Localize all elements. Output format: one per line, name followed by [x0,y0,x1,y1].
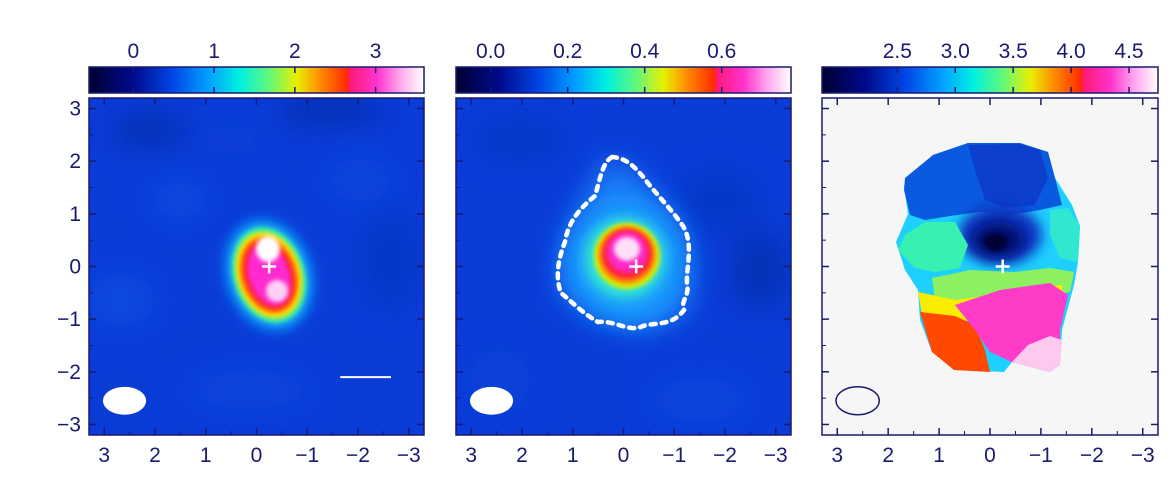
colorbar-ticks-integrated-intensity: 0.0 0.2 0.4 0.6 [476,40,736,93]
axes-integrated-intensity: 3 2 1 0 −1 −2 −3 [456,98,791,467]
dashed-contour [555,154,692,331]
axes-velocity: 3 2 1 0 −1 −2 −3 [822,98,1158,467]
x-tick-label: 1 [200,444,212,467]
y-tick-label: 3 [69,98,81,121]
y-tick-label: 2 [69,150,81,173]
colorbar-tick-label: 3.5 [999,40,1028,63]
x-tick-label: 3 [465,444,477,467]
y-tick-label: 0 [69,256,81,279]
x-tick-label: −3 [764,444,788,467]
x-tick-label: 1 [933,444,945,467]
colorbar-ticks-velocity: 2.5 3.0 3.5 4.0 4.5 [883,40,1144,93]
x-tick-label: −2 [346,444,370,467]
y-tick-label: −2 [57,361,81,384]
y-tick-label: −1 [57,308,81,331]
panel-continuum: 0 1 2 3 [57,40,425,467]
axes-continuum: 3 2 1 0 −1 −2 −3 3 2 1 0 −1 −2 −3 [57,98,424,467]
x-tick-label: −1 [662,444,686,467]
y-tick-label: 1 [69,203,81,226]
x-tick-label: −1 [1029,444,1053,467]
colorbar-tick-label: 3.0 [941,40,970,63]
colorbar-tick-label: 0.0 [476,40,505,63]
x-tick-label: −3 [1131,444,1155,467]
x-tick-label: 1 [567,444,579,467]
map-continuum [89,98,424,435]
x-tick-label: −3 [397,444,421,467]
colorbar-tick-label: 3 [370,40,382,63]
x-tick-label: −1 [295,444,319,467]
x-tick-label: 2 [516,444,528,467]
x-tick-label: 2 [149,444,161,467]
x-tick-label: 0 [618,444,630,467]
colorbar-tick-label: 4.5 [1114,40,1143,63]
colorbar-integrated-intensity [455,66,792,94]
colorbar-continuum [88,66,425,94]
map-velocity [822,98,1158,435]
colorbar-tick-label: 0 [128,40,140,63]
colorbar-tick-label: 4.0 [1057,40,1086,63]
colorbar-velocity [821,66,1159,94]
map-integrated-intensity [456,98,791,435]
beam-ellipse-integrated-intensity [469,386,514,415]
x-tick-label: 0 [251,444,263,467]
x-tick-label: 3 [98,444,110,467]
x-tick-label: −2 [1080,444,1104,467]
panel-integrated-intensity: 0.0 0.2 0.4 0.6 3 2 1 0 −1 −2 −3 [455,40,792,467]
star-marker-integrated-intensity [629,259,644,274]
colorbar-tick-label: 0.4 [630,40,660,63]
panel-velocity: 2.5 3.0 3.5 4.0 4.5 3 2 1 0 −1 −2 −3 [821,40,1159,467]
y-tick-label: −3 [57,413,81,436]
colorbar-ticks-continuum: 0 1 2 3 [128,40,382,93]
beam-ellipse-continuum [102,386,147,415]
beam-ellipse-velocity [835,386,881,416]
x-tick-label: 0 [984,444,996,467]
star-marker-velocity [995,259,1010,274]
x-tick-label: −2 [713,444,737,467]
x-tick-label: 3 [831,444,843,467]
colorbar-tick-label: 2 [289,40,301,63]
colorbar-tick-label: 0.6 [707,40,736,63]
colorbar-tick-label: 0.2 [553,40,582,63]
star-marker-continuum [262,259,277,274]
x-tick-label: 2 [882,444,894,467]
colorbar-tick-label: 1 [208,40,220,63]
colorbar-tick-label: 2.5 [883,40,912,63]
